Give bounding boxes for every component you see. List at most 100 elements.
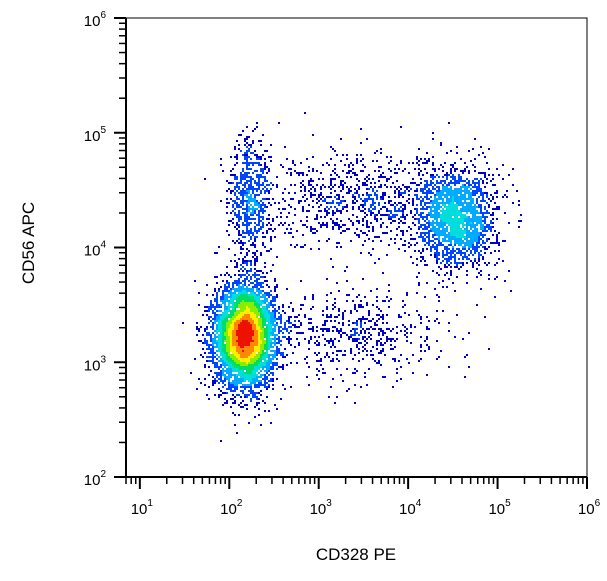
event-dot bbox=[438, 168, 440, 170]
event-dot bbox=[360, 230, 362, 232]
event-dot bbox=[254, 338, 256, 340]
event-dot bbox=[398, 248, 400, 250]
event-dot bbox=[380, 186, 382, 188]
event-dot bbox=[246, 264, 248, 266]
event-dot bbox=[262, 326, 264, 328]
event-dot bbox=[254, 354, 256, 356]
event-dot bbox=[256, 286, 258, 288]
event-dot bbox=[200, 340, 202, 342]
event-dot bbox=[436, 204, 438, 206]
event-dot bbox=[232, 334, 234, 336]
event-dot bbox=[464, 170, 466, 172]
event-dot bbox=[502, 196, 504, 198]
event-dot bbox=[274, 290, 276, 292]
event-dot bbox=[256, 302, 258, 304]
event-dot bbox=[352, 172, 354, 174]
event-dot bbox=[248, 184, 250, 186]
event-dot bbox=[334, 172, 336, 174]
event-dot bbox=[302, 332, 304, 334]
event-dot bbox=[244, 176, 246, 178]
event-dot bbox=[278, 332, 280, 334]
event-dot bbox=[384, 232, 386, 234]
event-dot bbox=[228, 324, 230, 326]
event-dot bbox=[206, 332, 208, 334]
event-dot bbox=[284, 188, 286, 190]
event-dot bbox=[442, 286, 444, 288]
event-dot bbox=[288, 212, 290, 214]
event-dot bbox=[440, 180, 442, 182]
event-dot bbox=[230, 300, 232, 302]
event-dot bbox=[270, 270, 272, 272]
event-dot bbox=[226, 364, 228, 366]
event-dot bbox=[260, 206, 262, 208]
event-dot bbox=[360, 304, 362, 306]
event-dot bbox=[368, 368, 370, 370]
event-dot bbox=[488, 174, 490, 176]
event-dot bbox=[258, 364, 260, 366]
event-dot bbox=[454, 262, 456, 264]
event-dot bbox=[266, 190, 268, 192]
event-dot bbox=[436, 250, 438, 252]
event-dot bbox=[446, 172, 448, 174]
event-dot bbox=[250, 276, 252, 278]
event-dot bbox=[266, 320, 268, 322]
event-dot bbox=[446, 200, 448, 202]
event-dot bbox=[244, 224, 246, 226]
event-dot bbox=[468, 224, 470, 226]
event-dot bbox=[246, 220, 248, 222]
event-dot bbox=[254, 236, 256, 238]
event-dot bbox=[248, 224, 250, 226]
event-dot bbox=[470, 242, 472, 244]
event-dot bbox=[324, 322, 326, 324]
event-dot bbox=[324, 224, 326, 226]
event-dot bbox=[250, 262, 252, 264]
event-dot bbox=[254, 268, 256, 270]
event-dot bbox=[262, 296, 264, 298]
event-dot bbox=[224, 384, 226, 386]
event-dot bbox=[282, 354, 284, 356]
event-dot bbox=[504, 280, 506, 282]
event-dot bbox=[240, 354, 242, 356]
event-dot bbox=[422, 192, 424, 194]
event-dot bbox=[294, 346, 296, 348]
event-dot bbox=[212, 382, 214, 384]
event-dot bbox=[254, 260, 256, 262]
event-dot bbox=[348, 192, 350, 194]
event-dot bbox=[206, 344, 208, 346]
event-dot bbox=[344, 332, 346, 334]
event-dot bbox=[240, 372, 242, 374]
event-dot bbox=[268, 328, 270, 330]
event-dot bbox=[274, 320, 276, 322]
event-dot bbox=[220, 314, 222, 316]
event-dot bbox=[230, 302, 232, 304]
event-dot bbox=[232, 340, 234, 342]
event-dot bbox=[228, 334, 230, 336]
event-dot bbox=[254, 350, 256, 352]
event-dot bbox=[262, 314, 264, 316]
event-dot bbox=[278, 352, 280, 354]
event-dot bbox=[482, 198, 484, 200]
event-dot bbox=[232, 332, 234, 334]
event-dot bbox=[238, 362, 240, 364]
event-dot bbox=[248, 330, 250, 332]
event-dot bbox=[248, 374, 250, 376]
event-dot bbox=[438, 242, 440, 244]
event-dot bbox=[252, 316, 254, 318]
event-dot bbox=[266, 328, 268, 330]
event-dot bbox=[446, 252, 448, 254]
event-dot bbox=[316, 330, 318, 332]
event-dot bbox=[218, 316, 220, 318]
event-dot bbox=[266, 318, 268, 320]
event-dot bbox=[488, 348, 490, 350]
event-dot bbox=[456, 200, 458, 202]
event-dot bbox=[496, 168, 498, 170]
event-dot bbox=[232, 314, 234, 316]
event-dot bbox=[380, 214, 382, 216]
event-dot bbox=[258, 202, 260, 204]
event-dot bbox=[354, 198, 356, 200]
event-dot bbox=[460, 266, 462, 268]
event-dot bbox=[482, 152, 484, 154]
event-dot bbox=[370, 186, 372, 188]
x-tick-base: 10 bbox=[131, 501, 148, 518]
event-dot bbox=[256, 332, 258, 334]
